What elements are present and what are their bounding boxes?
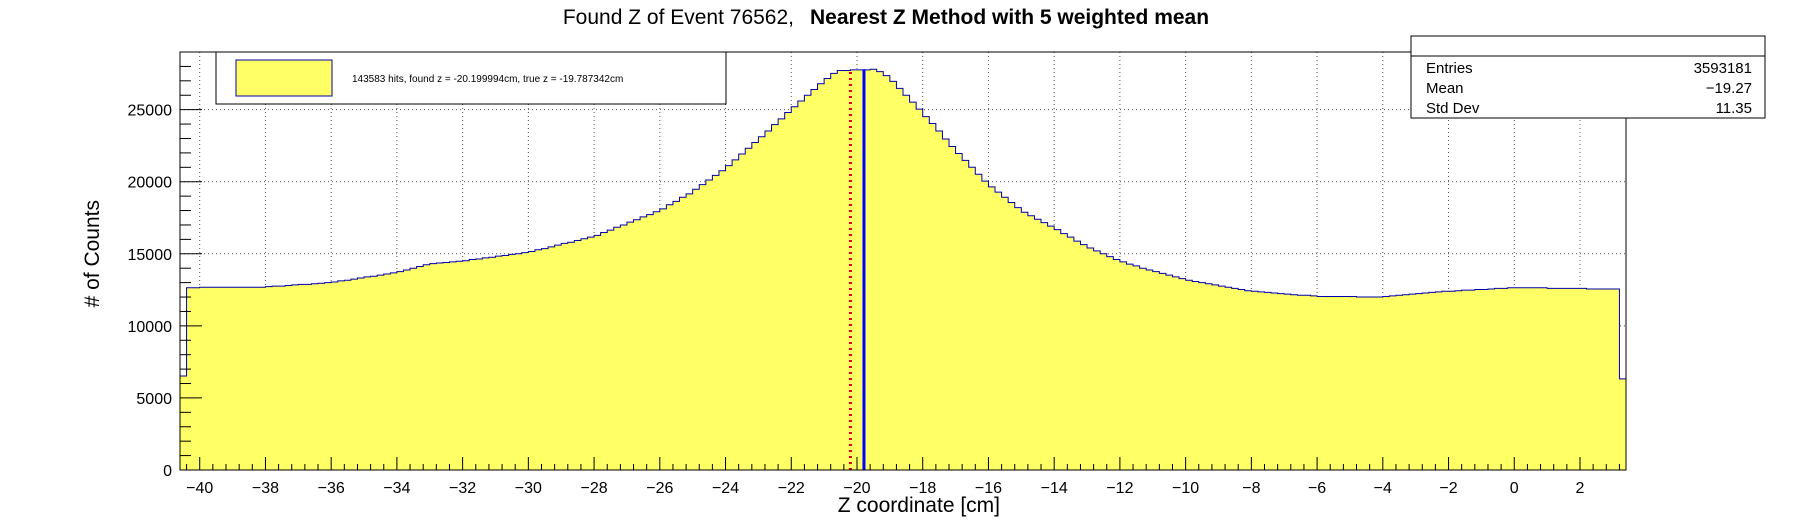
x-tick-label: −32 bbox=[449, 480, 476, 497]
legend-swatch bbox=[235, 59, 333, 97]
x-tick-label: −10 bbox=[1172, 480, 1199, 497]
histogram-bars bbox=[179, 68, 1627, 471]
y-tick-label: 5000 bbox=[136, 391, 172, 408]
x-tick-label: −22 bbox=[778, 480, 805, 497]
plot-frame bbox=[179, 51, 1627, 471]
axis-ticks: −40 −38 −36 −34 −32 −30 −28 −26 −24 −22 −20 −18 −16−… bbox=[128, 65, 1620, 497]
x-tick-label: −16 bbox=[975, 480, 1002, 497]
y-tick-label: 20000 bbox=[128, 175, 173, 192]
y-tick-label: 10000 bbox=[128, 319, 173, 336]
x-tick-label: −20 bbox=[843, 480, 870, 497]
stats-stddev-label: Std Dev bbox=[1426, 100, 1480, 117]
x-tick-label: −30 bbox=[515, 480, 542, 497]
stats-stddev-value: 11.35 bbox=[1716, 100, 1752, 117]
chart-title-part1: Found Z of Event 76562, bbox=[563, 6, 794, 29]
x-axis-title: Z coordinate [cm] bbox=[838, 494, 1000, 517]
stats-box: Entries 3593181 Mean −19.27 Std Dev 11.3… bbox=[1410, 35, 1766, 119]
x-tick-label: −2 bbox=[1439, 480, 1457, 497]
y-axis-title: # of Counts bbox=[81, 200, 104, 307]
x-tick-label: −18 bbox=[909, 480, 936, 497]
x-tick-label: 0 bbox=[1510, 480, 1519, 497]
x-tick-label: 2 bbox=[1576, 480, 1585, 497]
y-tick-label: 0 bbox=[163, 463, 172, 480]
x-tick-label: −34 bbox=[383, 480, 410, 497]
x-tick-label: −28 bbox=[581, 480, 608, 497]
x-tick-label: −24 bbox=[712, 480, 739, 497]
stats-entries-value: 3593181 bbox=[1694, 60, 1752, 77]
y-tick-label: 25000 bbox=[128, 103, 173, 120]
x-tick-label: −6 bbox=[1308, 480, 1326, 497]
legend-entry: 143583 hits, found z = -20.199994cm, tru… bbox=[352, 74, 623, 85]
x-tick-label: −36 bbox=[318, 480, 345, 497]
chart-title-part2: Nearest Z Method with 5 weighted mean bbox=[810, 6, 1209, 29]
x-tick-label: −12 bbox=[1106, 480, 1133, 497]
y-tick-label: 15000 bbox=[128, 247, 173, 264]
x-tick-label: −38 bbox=[252, 480, 279, 497]
histogram-fill bbox=[179, 68, 1627, 471]
x-tick-label: −4 bbox=[1374, 480, 1392, 497]
x-tick-label: −40 bbox=[186, 480, 213, 497]
stats-mean-label: Mean bbox=[1426, 80, 1464, 97]
x-tick-label: −8 bbox=[1242, 480, 1260, 497]
z-marker-lines bbox=[848, 69, 866, 470]
stats-mean-value: −19.27 bbox=[1706, 80, 1752, 97]
stats-entries-label: Entries bbox=[1426, 60, 1473, 77]
legend: 143583 hits, found z = -20.199994cm, tru… bbox=[215, 51, 727, 105]
x-tick-label: −14 bbox=[1041, 480, 1068, 497]
x-tick-label: −26 bbox=[646, 480, 673, 497]
